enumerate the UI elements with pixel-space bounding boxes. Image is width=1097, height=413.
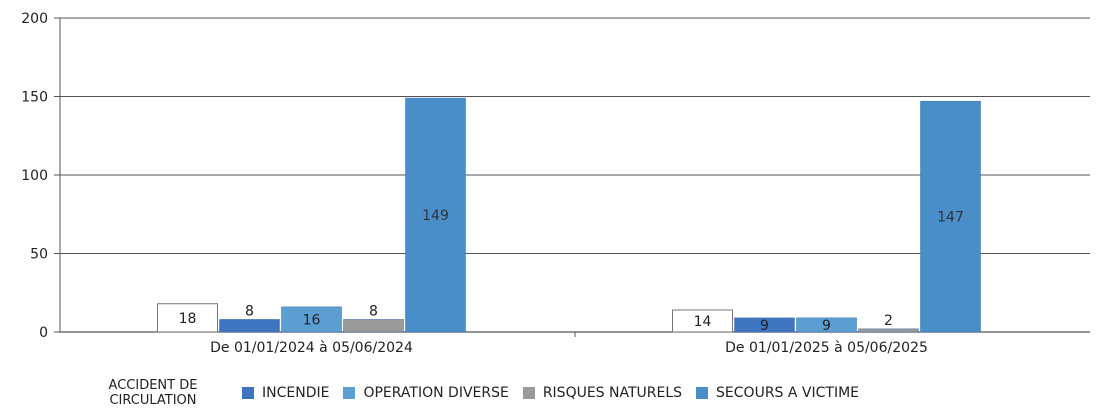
bar [796,317,857,333]
chart-area: 0 50 100 150 200 18 8 16 8 149 De 01/01/2024 à 05/… [21,11,1090,356]
data-label: 16 [303,312,321,328]
bar [157,303,218,333]
data-label: 14 [694,314,712,330]
x-tick-label: De 01/01/2025 à 05/06/2025 [725,340,928,356]
legend-swatch [242,387,254,399]
y-tick-label: 50 [30,247,48,263]
data-label: 2 [884,313,893,329]
data-label: 18 [179,311,197,327]
x-tick-label: De 01/01/2024 à 05/06/2024 [210,340,413,356]
legend-label: OPERATION DIVERSE [363,384,509,401]
legend-item: INCENDIE [242,384,330,401]
data-label: 149 [422,208,449,224]
legend-label: RISQUES NATURELS [542,384,683,401]
y-tick-label: 0 [39,325,48,341]
bar [281,306,342,333]
bar [219,319,280,333]
data-label: 8 [369,303,378,319]
legend-item: OPERATION DIVERSE [343,384,509,401]
bar [858,328,919,333]
y-tick-label: 150 [21,90,48,106]
legend: ACCIDENT DE CIRCULATION INCENDIE OPERATION… [88,378,873,408]
bar [734,317,795,333]
data-label: 9 [760,318,769,334]
bar [672,309,733,333]
legend-swatch [343,387,356,399]
data-label: 8 [245,303,254,319]
bar [405,97,466,333]
legend-item: RISQUES NATURELS [522,384,683,401]
y-tick-label: 100 [21,168,48,184]
bar [920,100,981,333]
legend-item: SECOURS A VICTIME [696,384,859,401]
legend-label: SECOURS A VICTIME [716,384,859,401]
bar [343,319,404,333]
y-tick-label: 200 [21,11,48,27]
data-label: 9 [822,318,831,334]
legend-label: ACCIDENT DE CIRCULATION [108,378,198,408]
legend-label: INCENDIE [262,384,330,401]
legend-item: ACCIDENT DE CIRCULATION [88,378,228,408]
legend-swatch [522,387,535,399]
data-label: 147 [937,210,964,226]
legend-swatch [696,387,709,399]
